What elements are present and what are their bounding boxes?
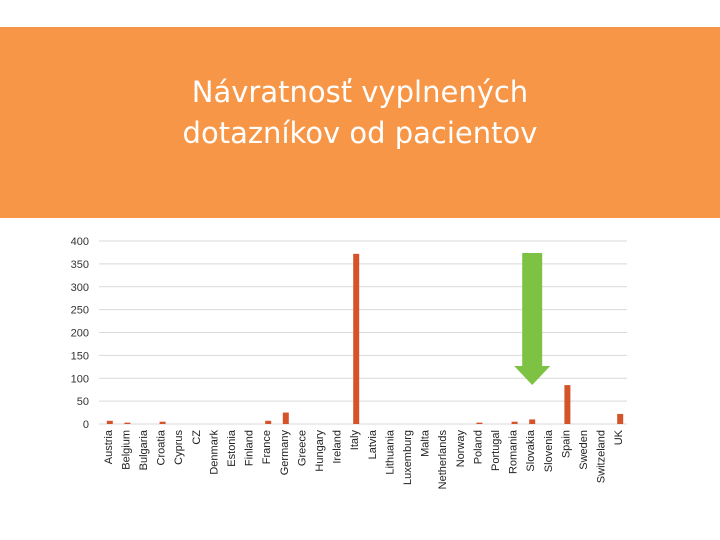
x-tick-label: Denmark [208, 430, 220, 475]
y-tick-label: 100 [71, 373, 89, 385]
x-tick-label: Switzeland [596, 430, 608, 483]
x-tick-label: Norway [455, 430, 467, 468]
bars [106, 253, 624, 424]
bar-slovakia [529, 419, 536, 424]
x-tick-label: Slovakia [525, 429, 537, 471]
x-tick-label: Germany [279, 430, 291, 476]
x-tick-label: Croatia [156, 429, 168, 465]
x-tick-label: Austria [103, 429, 115, 464]
y-tick-label: 150 [71, 350, 89, 362]
x-tick-label: Belgium [120, 430, 132, 470]
title-banner: Návratnosť vyplnených dotazníkov od paci… [0, 27, 720, 218]
x-tick-label: Luxemburg [402, 430, 414, 485]
bar-poland [476, 422, 483, 424]
x-tick-label: Romania [508, 429, 520, 474]
x-tick-label: Netherlands [437, 430, 449, 490]
x-tick-label: Hungary [314, 430, 326, 472]
bar-italy [353, 253, 360, 424]
bar-spain [564, 385, 571, 424]
x-tick-label: Sweden [578, 430, 590, 470]
y-axis-ticks: 0 50 100 150 200 250 300 350 400 [71, 236, 89, 431]
slide-title: Návratnosť vyplnených dotazníkov od paci… [183, 72, 538, 154]
x-tick-label: Malta [420, 429, 432, 457]
x-tick-label: Lithuania [384, 429, 396, 475]
y-tick-label: 200 [71, 328, 89, 340]
x-axis-labels: Austria Belgium Bulgaria Croatia Cyprus CZ Den… [103, 429, 625, 489]
y-tick-label: 400 [71, 236, 89, 248]
bar-germany [282, 412, 289, 424]
down-arrow-icon [514, 253, 551, 385]
x-tick-label: France [261, 430, 273, 464]
x-tick-label: Italy [349, 430, 361, 451]
x-tick-label: Latvia [367, 429, 379, 459]
x-tick-label: UK [613, 429, 625, 445]
x-tick-label: CZ [191, 430, 203, 445]
x-tick-label: Greece [296, 430, 308, 466]
bar-croatia [159, 421, 166, 424]
x-tick-label: Poland [472, 430, 484, 464]
y-tick-label: 350 [71, 259, 89, 271]
x-tick-label: Finland [244, 430, 256, 466]
highlight-arrow [514, 253, 551, 385]
x-tick-label: Cyprus [173, 430, 185, 465]
bar-romania [511, 421, 518, 424]
bar-austria [106, 420, 113, 424]
slide-title-line-1: Návratnosť vyplnených [191, 74, 529, 109]
gridlines [99, 240, 627, 425]
y-tick-label: 0 [83, 419, 89, 431]
y-tick-label: 50 [77, 396, 89, 408]
bar-uk [617, 413, 624, 424]
x-tick-label: Estonia [226, 429, 238, 467]
y-tick-label: 250 [71, 305, 89, 317]
x-tick-label: Bulgaria [138, 429, 150, 470]
bar-france [265, 420, 272, 424]
y-tick-label: 300 [71, 282, 89, 294]
x-tick-label: Portugal [490, 430, 502, 471]
slide-title-line-2: dotazníkov od pacientov [182, 115, 538, 150]
x-tick-label: Spain [560, 430, 572, 458]
x-tick-label: Slovenia [543, 429, 555, 472]
bar-belgium [124, 422, 131, 424]
x-tick-label: Ireland [332, 430, 344, 464]
